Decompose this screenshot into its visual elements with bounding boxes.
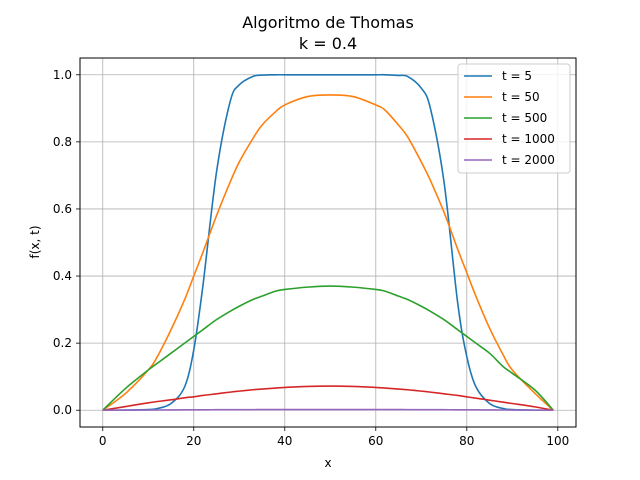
y-tick-label: 0.0: [53, 403, 72, 417]
series-line-3: [102, 285, 554, 411]
series-line-2: [102, 94, 554, 411]
x-tick-label: 60: [368, 434, 383, 448]
x-tick-label: 20: [186, 434, 201, 448]
x-tick-label: 40: [277, 434, 292, 448]
x-tick-label: 100: [546, 434, 569, 448]
x-tick-label: 80: [459, 434, 474, 448]
legend-label-2: t = 50: [502, 90, 540, 104]
y-tick-label: 0.8: [53, 135, 72, 149]
y-tick-label: 1.0: [53, 68, 72, 82]
y-tick-label: 0.2: [53, 336, 72, 350]
chart-subtitle: k = 0.4: [299, 34, 357, 53]
y-tick-label: 0.6: [53, 202, 72, 216]
axis-ticks: 0 20 40 60 80 100 0.0 0.2 0.4 0.6 0.8 1.0: [53, 68, 569, 448]
chart-title: Algoritmo de Thomas: [242, 13, 414, 32]
x-tick-label: 0: [99, 434, 107, 448]
series-line-5: [102, 408, 554, 412]
plot-series: [102, 73, 554, 412]
plot-frame: [79, 57, 577, 428]
legend-label-5: t = 2000: [502, 153, 555, 167]
series-line-4: [102, 385, 554, 412]
y-axis-label: f(x, t): [28, 225, 42, 258]
legend-label-1: t = 5: [502, 69, 532, 83]
legend-box: [457, 63, 571, 174]
legend-label-4: t = 1000: [502, 132, 555, 146]
x-axis-label: x: [324, 456, 331, 470]
series-line-1: [102, 73, 554, 412]
y-tick-label: 0.4: [53, 269, 72, 283]
legend-label-3: t = 500: [502, 111, 547, 125]
legend: t = 5 t = 50 t = 500 t = 1000 t = 2000: [457, 63, 571, 174]
